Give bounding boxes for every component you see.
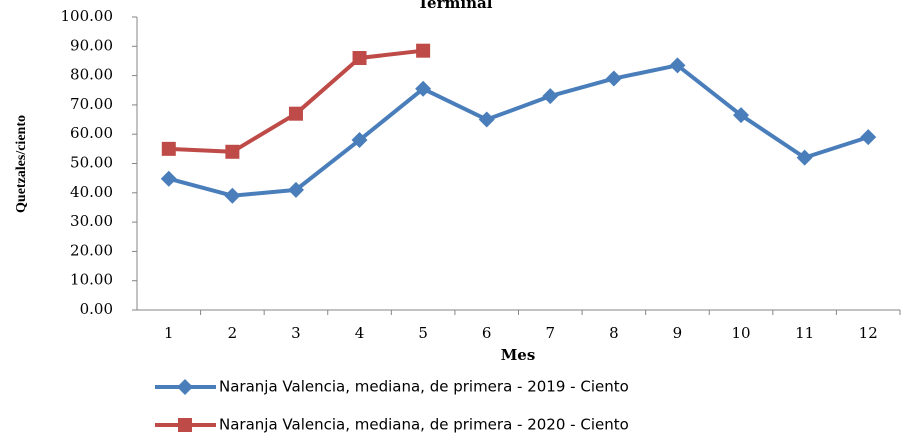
- data-point: [287, 181, 304, 198]
- data-point: [796, 149, 813, 166]
- data-point: [605, 70, 622, 87]
- data-point: [351, 132, 368, 149]
- x-tick-label: 6: [482, 324, 492, 342]
- y-tick-label: 100.00: [61, 7, 114, 25]
- data-point: [733, 107, 750, 124]
- y-tick-label: 60.00: [70, 124, 113, 142]
- y-tick-label: 50.00: [70, 154, 113, 172]
- x-tick-label: 1: [164, 324, 174, 342]
- y-tick-label: 0.00: [80, 300, 113, 318]
- data-point: [415, 80, 432, 97]
- x-tick-label: 4: [355, 324, 365, 342]
- data-point: [669, 57, 686, 74]
- y-tick-label: 30.00: [70, 212, 113, 230]
- y-tick-label: 40.00: [70, 183, 113, 201]
- x-tick-label: 2: [228, 324, 238, 342]
- y-tick-label: 90.00: [70, 36, 113, 54]
- data-point: [225, 144, 240, 159]
- y-axis-title: Quetzales/ciento: [14, 115, 29, 213]
- x-tick-label: 10: [731, 324, 750, 342]
- data-point: [288, 106, 303, 121]
- data-point: [542, 88, 559, 105]
- data-point: [860, 129, 877, 146]
- chart-title: Terminal: [418, 0, 493, 12]
- y-tick-label: 70.00: [70, 95, 113, 113]
- legend-label: Naranja Valencia, mediana, de primera - …: [219, 416, 629, 434]
- data-point: [478, 111, 495, 128]
- data-point: [161, 141, 176, 156]
- x-tick-label: 11: [795, 324, 814, 342]
- x-tick-label: 3: [291, 324, 301, 342]
- y-tick-label: 80.00: [70, 66, 113, 84]
- x-tick-label: 7: [546, 324, 556, 342]
- x-tick-label: 5: [418, 324, 428, 342]
- x-tick-label: 8: [609, 324, 619, 342]
- data-point: [160, 170, 177, 187]
- legend-marker: [177, 379, 193, 395]
- legend-label: Naranja Valencia, mediana, de primera - …: [219, 378, 629, 396]
- series-line: [168, 48, 424, 154]
- y-tick-label: 20.00: [70, 241, 113, 259]
- data-point: [352, 51, 367, 66]
- x-tick-label: 9: [673, 324, 683, 342]
- x-axis-title: Mes: [501, 346, 536, 364]
- data-point: [224, 187, 241, 204]
- x-tick-label: 12: [859, 324, 878, 342]
- series-line: [168, 63, 869, 198]
- legend-marker: [178, 418, 192, 432]
- y-tick-label: 10.00: [70, 271, 113, 289]
- data-point: [416, 43, 431, 58]
